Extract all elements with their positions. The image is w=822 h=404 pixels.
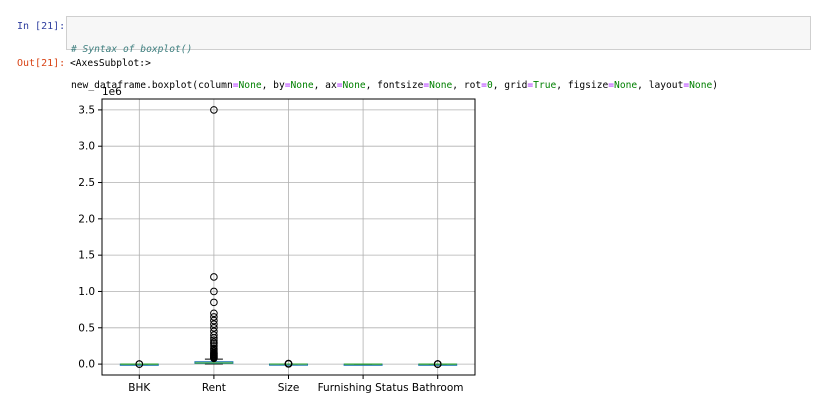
code-token: , by: [261, 80, 285, 91]
flier-point: [210, 323, 218, 332]
code-token: ): [712, 80, 719, 91]
code-token: =: [284, 80, 291, 91]
flier-point: [210, 316, 218, 325]
code-token: None: [290, 80, 314, 91]
y-tick-label: 1.5: [78, 250, 95, 262]
x-tick-label: Rent: [202, 382, 226, 394]
code-token: , layout: [637, 80, 684, 91]
y-tick-label: 3.5: [78, 104, 95, 116]
code-line: new_dataframe.boxplot(column=None, by=No…: [71, 80, 806, 92]
flier-point: [210, 344, 218, 352]
x-tick-label: Bathroom: [412, 382, 464, 394]
code-token: =: [527, 80, 534, 91]
code-token: , rot: [452, 80, 482, 91]
code-token: =: [336, 80, 343, 91]
output-text: <AxesSubplot:>: [70, 58, 151, 69]
code-input-area[interactable]: # Syntax of boxplot() new_dataframe.boxp…: [66, 16, 811, 91]
flier-point: [210, 273, 218, 281]
output-prompt: Out[21]:: [17, 58, 66, 69]
code-token: =: [683, 80, 690, 91]
code-token: =: [481, 80, 487, 91]
y-tick-label: 0.0: [78, 359, 95, 371]
flier-point: [135, 360, 144, 368]
y-offset-label: 1e6: [102, 86, 122, 98]
flier-point: [210, 331, 218, 339]
flier-point: [284, 359, 293, 368]
code-token: None: [429, 80, 453, 91]
y-tick-label: 0.5: [78, 322, 95, 334]
y-tick-label: 3.0: [78, 141, 95, 153]
flier-point: [210, 298, 218, 307]
y-tick-label: 2.0: [78, 213, 95, 225]
x-tick-label: Size: [278, 382, 300, 394]
flier-point: [210, 287, 218, 296]
code-token: None: [614, 80, 638, 91]
flier-point: [433, 360, 442, 368]
code-token: =: [423, 80, 430, 91]
flier-point: [210, 309, 218, 318]
code-token: , grid: [492, 80, 528, 91]
code-token: None: [689, 80, 713, 91]
code-token: new_dataframe.boxplot(column: [71, 80, 233, 91]
code-token: =: [232, 80, 239, 91]
flier-point: [210, 336, 218, 344]
flier-point: [210, 313, 218, 321]
code-token: True: [533, 80, 557, 91]
y-tick-label: 1.0: [78, 286, 95, 298]
flier-point: [210, 338, 218, 347]
code-token: , ax: [313, 80, 337, 91]
input-prompt: In [21]:: [17, 21, 66, 32]
code-token: None: [342, 80, 366, 91]
code-token: , figsize: [556, 80, 609, 91]
code-token: 0: [486, 80, 493, 91]
code-token: , fontsize: [365, 80, 424, 91]
boxplot-chart: 0.0 0.5 1.0 1.5 2.0 2.5 3.0 3.5 BHK Rent Size Furni…: [78, 86, 476, 394]
y-tick-label: 2.5: [78, 177, 95, 189]
flier-point: [210, 342, 218, 350]
flier-point: [210, 320, 218, 328]
code-token: =: [608, 80, 615, 91]
flier-point: [210, 327, 218, 336]
x-tick-label: Furnishing Status: [318, 382, 409, 394]
code-token: None: [238, 80, 262, 91]
flier-point: [210, 106, 218, 114]
x-tick-label: BHK: [128, 382, 151, 394]
code-comment: # Syntax of boxplot(): [71, 44, 193, 55]
